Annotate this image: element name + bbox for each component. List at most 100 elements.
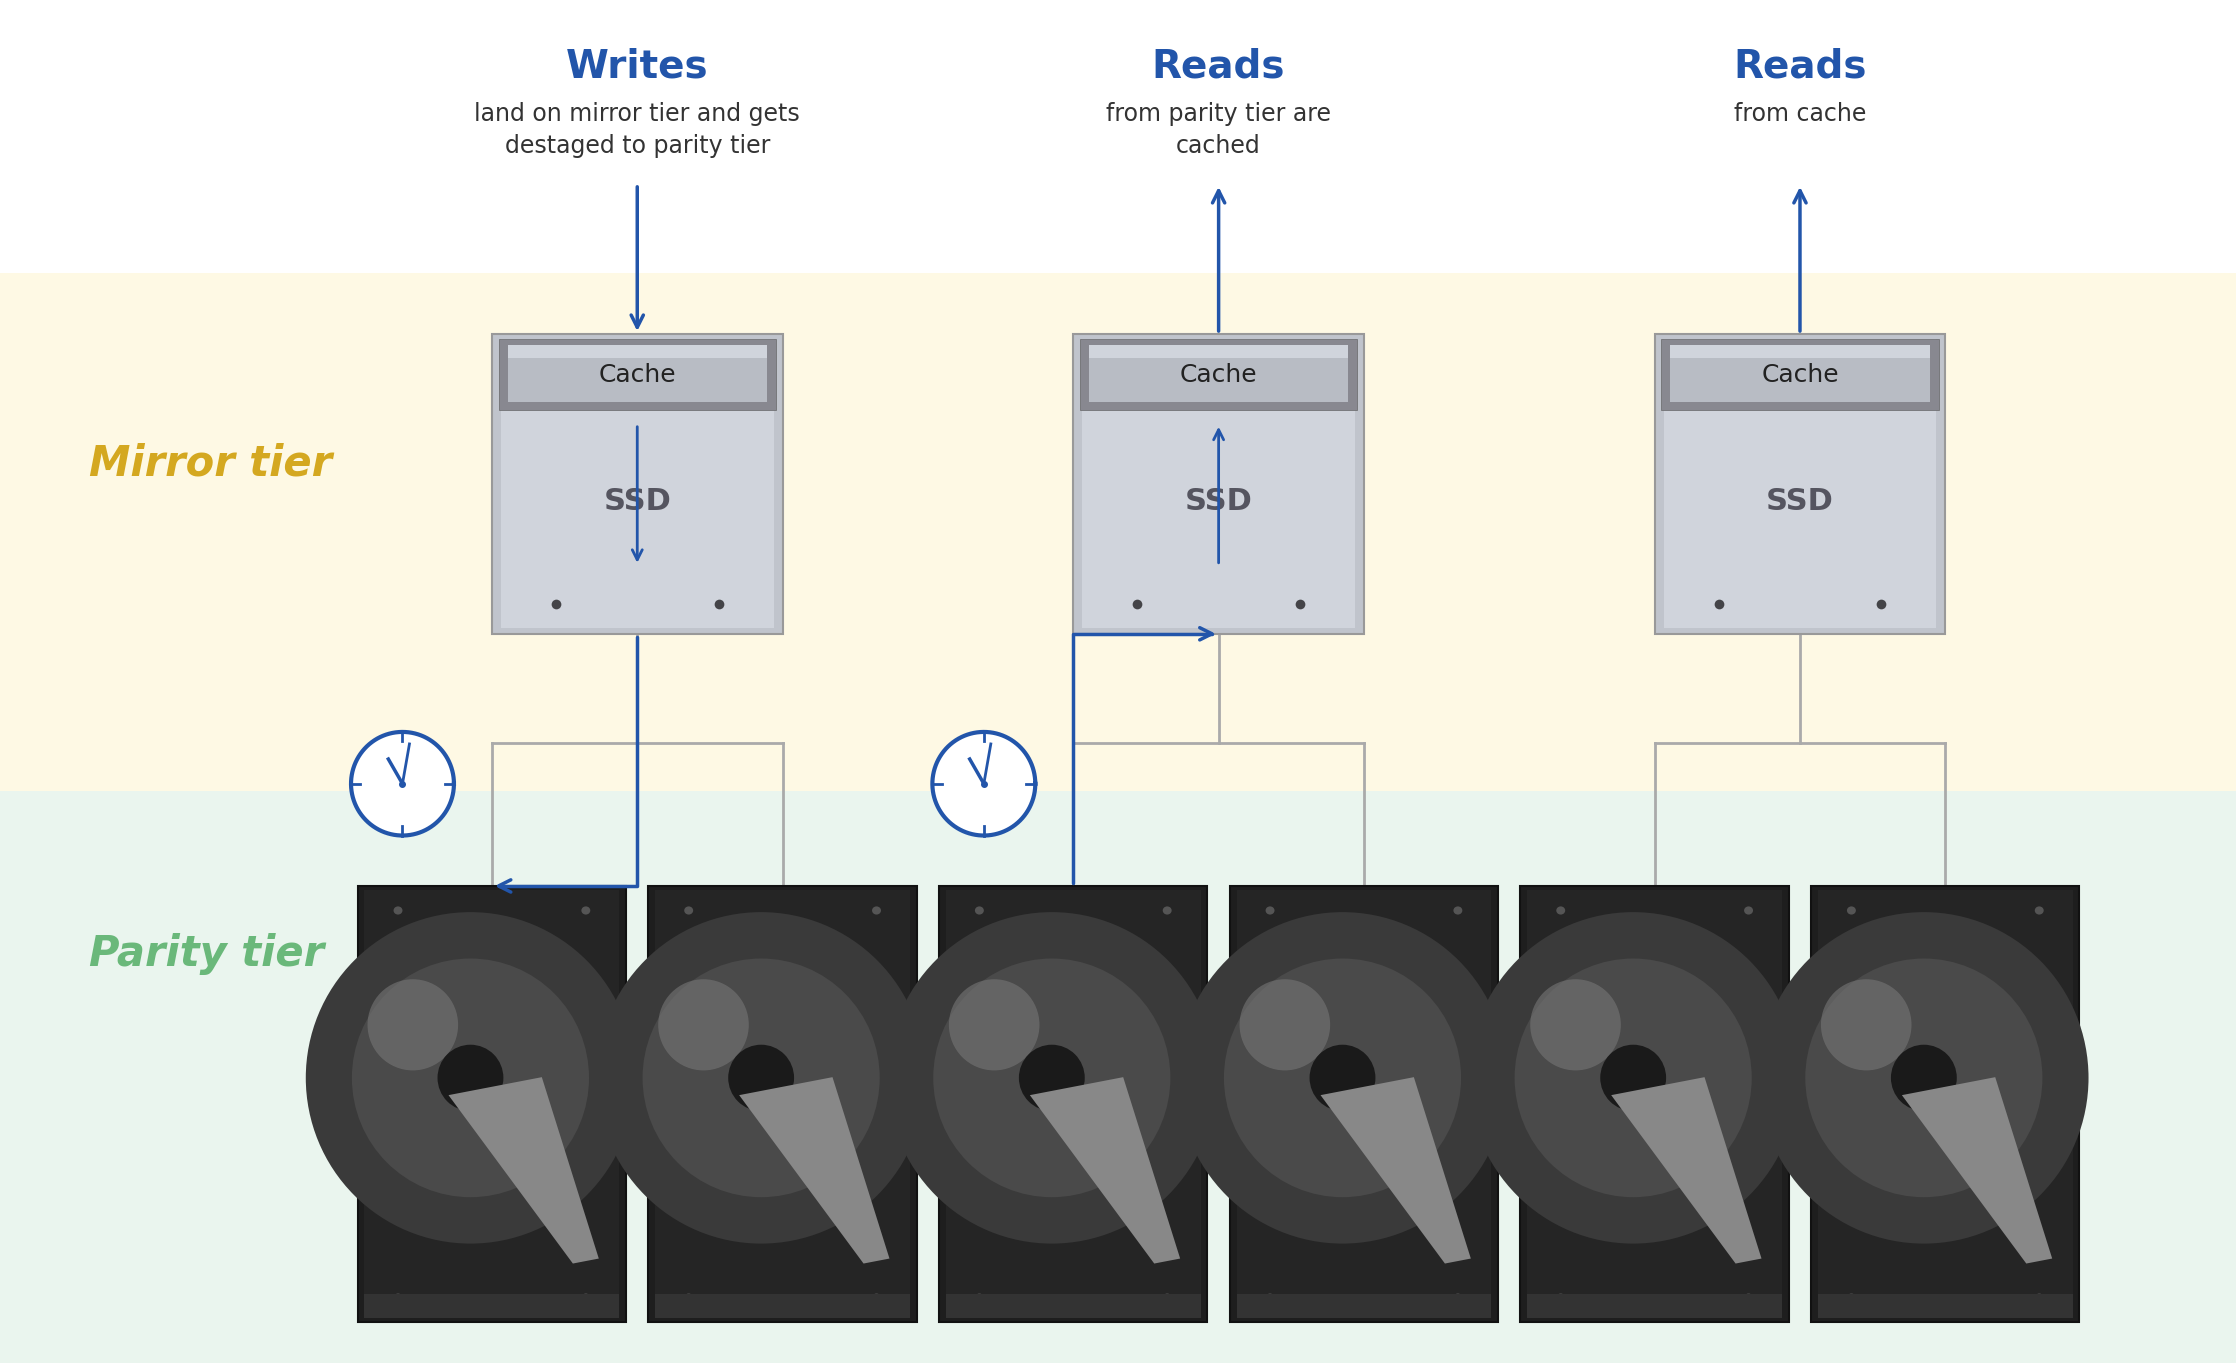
Polygon shape [1031, 1077, 1181, 1264]
FancyBboxPatch shape [508, 345, 767, 358]
FancyBboxPatch shape [364, 1293, 619, 1318]
Ellipse shape [1820, 979, 1912, 1070]
Ellipse shape [1892, 1044, 1956, 1111]
Ellipse shape [975, 1293, 984, 1302]
Ellipse shape [1556, 906, 1565, 915]
FancyBboxPatch shape [1661, 339, 1939, 410]
FancyBboxPatch shape [648, 886, 917, 1322]
FancyBboxPatch shape [358, 886, 626, 1322]
FancyBboxPatch shape [1237, 1293, 1491, 1318]
Ellipse shape [1453, 906, 1462, 915]
FancyBboxPatch shape [1237, 890, 1491, 1318]
Ellipse shape [888, 912, 1216, 1243]
FancyBboxPatch shape [508, 348, 767, 402]
Polygon shape [449, 1077, 599, 1264]
Ellipse shape [1163, 906, 1172, 915]
Ellipse shape [394, 906, 402, 915]
Polygon shape [351, 732, 454, 836]
Ellipse shape [438, 1044, 503, 1111]
Ellipse shape [1744, 1293, 1753, 1302]
Text: from cache: from cache [1733, 102, 1867, 127]
FancyBboxPatch shape [0, 273, 2236, 791]
Ellipse shape [975, 906, 984, 915]
FancyBboxPatch shape [1080, 339, 1357, 410]
Polygon shape [740, 1077, 890, 1264]
Ellipse shape [581, 906, 590, 915]
Ellipse shape [1310, 1044, 1375, 1111]
Ellipse shape [1514, 958, 1751, 1197]
Ellipse shape [1601, 1044, 1666, 1111]
FancyBboxPatch shape [501, 339, 774, 628]
Ellipse shape [684, 906, 693, 915]
Text: from parity tier are
cached: from parity tier are cached [1107, 102, 1330, 158]
Ellipse shape [1556, 1293, 1565, 1302]
Text: SSD: SSD [604, 488, 671, 517]
FancyBboxPatch shape [1818, 890, 2073, 1318]
Text: SSD: SSD [1766, 488, 1834, 517]
Ellipse shape [1239, 979, 1330, 1070]
FancyBboxPatch shape [939, 886, 1207, 1322]
FancyBboxPatch shape [655, 1293, 910, 1318]
Ellipse shape [642, 958, 879, 1197]
Ellipse shape [684, 1293, 693, 1302]
Ellipse shape [306, 912, 635, 1243]
Ellipse shape [932, 958, 1169, 1197]
FancyBboxPatch shape [1664, 339, 1936, 628]
Ellipse shape [1469, 912, 1798, 1243]
FancyBboxPatch shape [499, 339, 776, 410]
Ellipse shape [872, 906, 881, 915]
Ellipse shape [1744, 906, 1753, 915]
Text: Reads: Reads [1152, 48, 1286, 86]
Text: Reads: Reads [1733, 48, 1867, 86]
FancyBboxPatch shape [1670, 345, 1930, 358]
Text: Cache: Cache [1181, 363, 1257, 387]
FancyBboxPatch shape [1082, 339, 1355, 628]
FancyBboxPatch shape [1818, 1293, 2073, 1318]
FancyBboxPatch shape [1073, 334, 1364, 634]
FancyBboxPatch shape [1230, 886, 1498, 1322]
FancyBboxPatch shape [1527, 890, 1782, 1318]
FancyBboxPatch shape [364, 890, 619, 1318]
Text: Mirror tier: Mirror tier [89, 443, 333, 484]
Ellipse shape [1760, 912, 2088, 1243]
Ellipse shape [2035, 906, 2044, 915]
FancyBboxPatch shape [1527, 1293, 1782, 1318]
Ellipse shape [1020, 1044, 1084, 1111]
Text: Cache: Cache [1762, 363, 1838, 387]
Ellipse shape [1804, 958, 2041, 1197]
Text: SSD: SSD [1185, 488, 1252, 517]
Ellipse shape [367, 979, 458, 1070]
FancyBboxPatch shape [1655, 334, 1945, 634]
Ellipse shape [1223, 958, 1460, 1197]
Polygon shape [1612, 1077, 1762, 1264]
Ellipse shape [1847, 906, 1856, 915]
Ellipse shape [657, 979, 749, 1070]
Ellipse shape [948, 979, 1040, 1070]
Polygon shape [932, 732, 1035, 836]
Ellipse shape [581, 1293, 590, 1302]
Ellipse shape [729, 1044, 794, 1111]
Ellipse shape [1266, 906, 1275, 915]
Text: Cache: Cache [599, 363, 675, 387]
FancyBboxPatch shape [655, 890, 910, 1318]
FancyBboxPatch shape [1670, 348, 1930, 402]
FancyBboxPatch shape [946, 890, 1201, 1318]
Ellipse shape [2035, 1293, 2044, 1302]
Text: Writes: Writes [566, 48, 709, 86]
Ellipse shape [872, 1293, 881, 1302]
Ellipse shape [351, 958, 588, 1197]
Ellipse shape [597, 912, 926, 1243]
FancyBboxPatch shape [1811, 886, 2079, 1322]
Polygon shape [1321, 1077, 1471, 1264]
Text: land on mirror tier and gets
destaged to parity tier: land on mirror tier and gets destaged to… [474, 102, 800, 158]
FancyBboxPatch shape [0, 791, 2236, 1363]
Ellipse shape [1847, 1293, 1856, 1302]
Ellipse shape [1266, 1293, 1275, 1302]
Polygon shape [1903, 1077, 2053, 1264]
Ellipse shape [1453, 1293, 1462, 1302]
FancyBboxPatch shape [1089, 345, 1348, 358]
Text: Parity tier: Parity tier [89, 934, 324, 975]
FancyBboxPatch shape [492, 334, 783, 634]
Ellipse shape [1178, 912, 1507, 1243]
Ellipse shape [1163, 1293, 1172, 1302]
